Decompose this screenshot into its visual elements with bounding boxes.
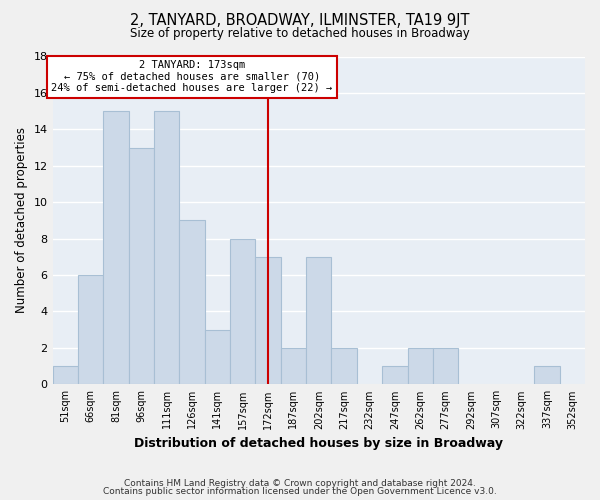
Bar	[103, 111, 128, 384]
Bar	[230, 238, 256, 384]
Bar	[407, 348, 433, 385]
X-axis label: Distribution of detached houses by size in Broadway: Distribution of detached houses by size …	[134, 437, 503, 450]
Bar	[331, 348, 357, 385]
Bar	[433, 348, 458, 385]
Y-axis label: Number of detached properties: Number of detached properties	[15, 128, 28, 314]
Text: Contains public sector information licensed under the Open Government Licence v3: Contains public sector information licen…	[103, 487, 497, 496]
Bar	[179, 220, 205, 384]
Bar	[382, 366, 407, 384]
Bar	[53, 366, 78, 384]
Text: Contains HM Land Registry data © Crown copyright and database right 2024.: Contains HM Land Registry data © Crown c…	[124, 478, 476, 488]
Bar	[128, 148, 154, 384]
Bar	[281, 348, 306, 385]
Bar	[256, 257, 281, 384]
Bar	[205, 330, 230, 384]
Bar	[306, 257, 331, 384]
Bar	[154, 111, 179, 384]
Text: Size of property relative to detached houses in Broadway: Size of property relative to detached ho…	[130, 28, 470, 40]
Bar	[78, 275, 103, 384]
Bar	[534, 366, 560, 384]
Text: 2, TANYARD, BROADWAY, ILMINSTER, TA19 9JT: 2, TANYARD, BROADWAY, ILMINSTER, TA19 9J…	[130, 12, 470, 28]
Text: 2 TANYARD: 173sqm
← 75% of detached houses are smaller (70)
24% of semi-detached: 2 TANYARD: 173sqm ← 75% of detached hous…	[52, 60, 332, 94]
